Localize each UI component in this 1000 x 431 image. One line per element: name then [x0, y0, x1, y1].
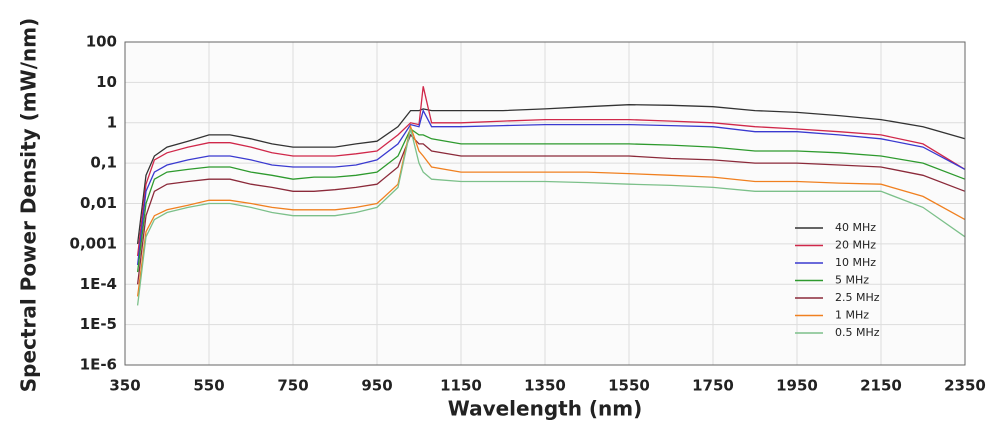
legend-label: 5 MHz [835, 274, 869, 287]
legend-label: 1 MHz [835, 309, 869, 322]
x-tick-label: 2150 [860, 377, 902, 395]
legend-label: 2.5 MHz [835, 291, 880, 304]
y-tick-label: 1E-6 [80, 356, 117, 374]
x-tick-label: 1150 [440, 377, 482, 395]
y-tick-label: 1E-4 [80, 275, 117, 293]
series-line [136, 128, 966, 273]
series-line [136, 124, 966, 297]
y-tick-label: 1 [107, 113, 117, 131]
y-tick-label: 0,1 [90, 154, 117, 172]
x-tick-label: 2350 [944, 377, 986, 395]
legend-label: 0.5 MHz [835, 326, 880, 339]
y-tick-label: 0,001 [70, 234, 117, 252]
series-line [136, 108, 966, 266]
legend-label: 10 MHz [835, 256, 876, 269]
series-line [136, 86, 966, 257]
series-line [136, 104, 966, 244]
y-axis-label: Spectral Power Density (mW/nm) [17, 18, 41, 392]
x-tick-label: 950 [361, 377, 392, 395]
plot-border [124, 41, 966, 366]
x-tick-label: 1750 [692, 377, 734, 395]
x-tick-label: 1950 [776, 377, 818, 395]
x-tick-label: 750 [277, 377, 308, 395]
y-tick-label: 10 [96, 73, 117, 91]
legend-label: 20 MHz [835, 239, 876, 252]
x-axis-label: Wavelength (nm) [448, 397, 643, 421]
y-tick-label: 100 [86, 33, 117, 51]
legend-label: 40 MHz [835, 221, 876, 234]
x-tick-label: 550 [193, 377, 224, 395]
y-tick-label: 1E-5 [80, 315, 117, 333]
x-tick-label: 1350 [524, 377, 566, 395]
x-tick-label: 350 [109, 377, 140, 395]
x-tick-label: 1550 [608, 377, 650, 395]
series-line [136, 128, 966, 306]
y-tick-label: 0,01 [80, 194, 117, 212]
